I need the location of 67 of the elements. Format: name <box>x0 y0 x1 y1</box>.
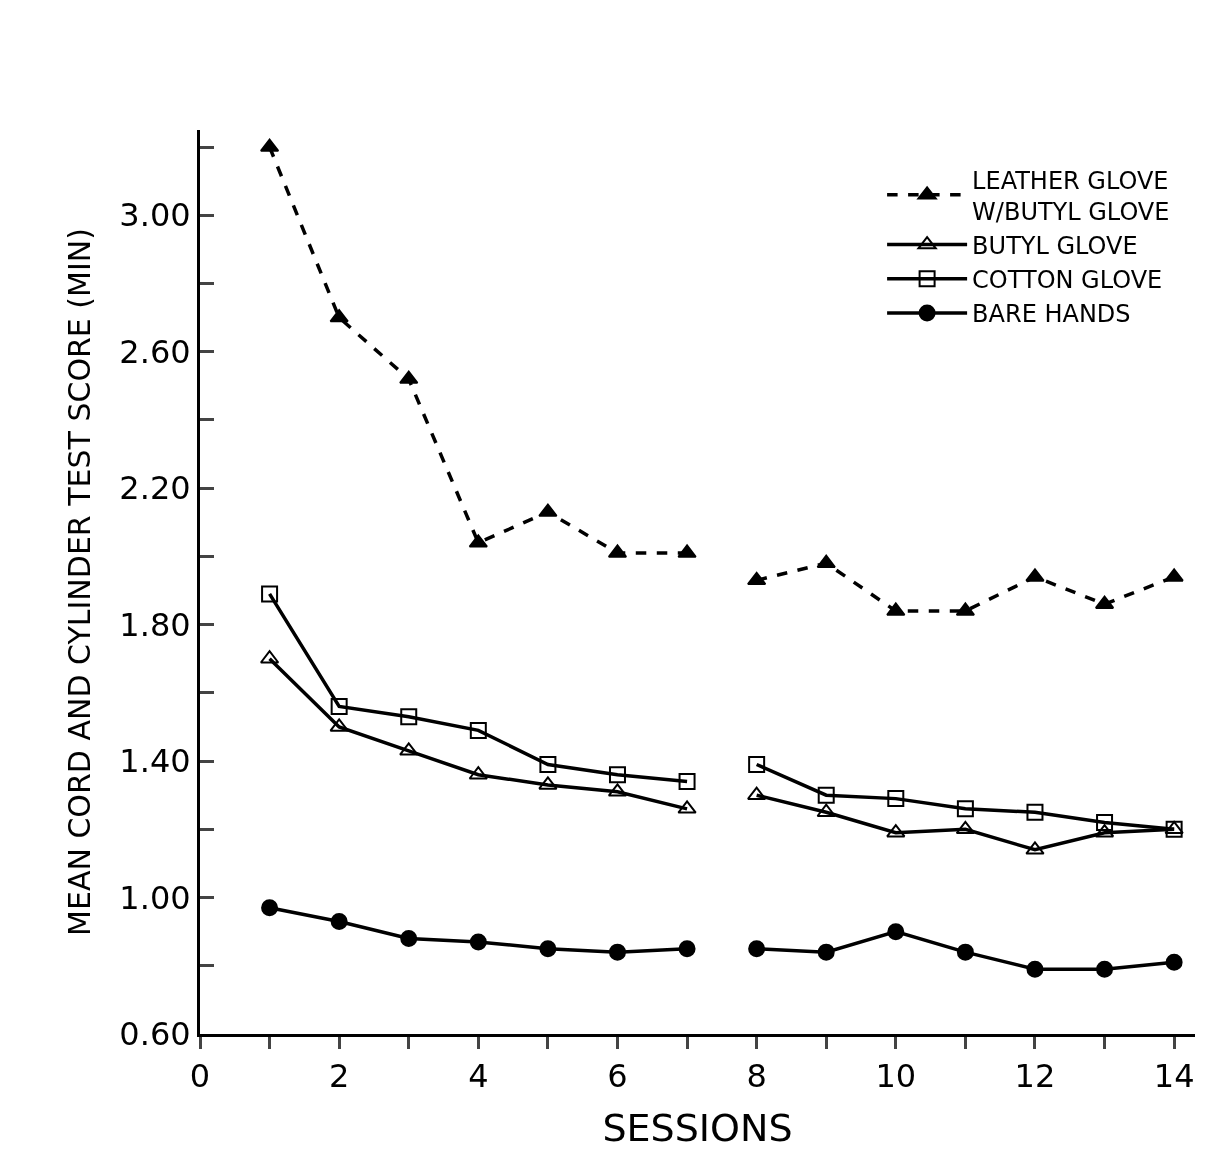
point <box>468 766 488 780</box>
legend-label: BUTYL GLOVE <box>972 231 1138 260</box>
point <box>329 718 349 732</box>
point <box>608 943 626 961</box>
y-tick-label: 2.20 <box>119 469 191 508</box>
point <box>816 554 836 568</box>
point <box>1026 960 1044 978</box>
point <box>887 790 905 808</box>
point <box>746 571 767 586</box>
point <box>399 742 419 756</box>
point <box>608 766 626 784</box>
point <box>1025 841 1045 855</box>
x-tick-label: 10 <box>875 1057 917 1096</box>
point <box>1025 568 1045 582</box>
point <box>956 943 974 961</box>
point <box>469 933 487 951</box>
y-tick-label: 0.60 <box>119 1015 191 1054</box>
point <box>399 370 419 384</box>
point <box>400 708 418 726</box>
y-tick-label: 1.00 <box>119 878 191 917</box>
point <box>817 786 835 804</box>
point <box>678 773 696 791</box>
point <box>330 912 348 930</box>
x-tick-label: 12 <box>1014 1057 1056 1096</box>
point <box>538 776 558 790</box>
point <box>816 803 836 818</box>
legend-label: BARE HANDS <box>972 300 1131 329</box>
point <box>748 756 766 774</box>
point <box>748 940 766 958</box>
x-tick-label: 2 <box>328 1057 350 1096</box>
point <box>400 929 418 947</box>
point <box>886 824 906 838</box>
point <box>468 534 488 548</box>
legend-label: LEATHER GLOVE W/BUTYL GLOVE <box>972 166 1170 226</box>
point <box>538 503 558 517</box>
x-axis-title: SESSIONS <box>602 1105 793 1150</box>
point <box>817 943 835 961</box>
point <box>956 800 974 818</box>
point <box>1096 960 1114 978</box>
point <box>329 309 349 323</box>
y-tick-label: 1.80 <box>119 605 191 644</box>
x-tick-label: 14 <box>1153 1057 1195 1096</box>
x-tick-label: 0 <box>189 1057 211 1096</box>
point <box>1026 803 1044 821</box>
point <box>1096 814 1114 831</box>
point <box>955 820 976 835</box>
y-axis-title: MEAN CORD AND CYLINDER TEST SCORE (MIN) <box>62 228 98 936</box>
point <box>469 721 487 739</box>
point <box>677 800 697 814</box>
y-tick-label: 3.00 <box>119 196 191 235</box>
point <box>539 940 557 958</box>
point <box>261 585 279 603</box>
point <box>539 756 557 774</box>
point <box>1164 568 1184 582</box>
x-tick-label: 6 <box>607 1057 628 1096</box>
point <box>677 544 697 558</box>
x-tick-label: 4 <box>468 1057 489 1096</box>
point <box>1165 953 1183 971</box>
x-tick-label: 8 <box>746 1057 767 1096</box>
point <box>887 923 905 941</box>
point <box>886 602 906 616</box>
point <box>678 940 696 958</box>
point <box>330 698 348 716</box>
point <box>261 899 279 917</box>
y-tick-label: 1.40 <box>119 742 191 781</box>
legend-label: COTTON GLOVE <box>972 266 1163 295</box>
y-tick-label: 2.60 <box>119 332 191 371</box>
